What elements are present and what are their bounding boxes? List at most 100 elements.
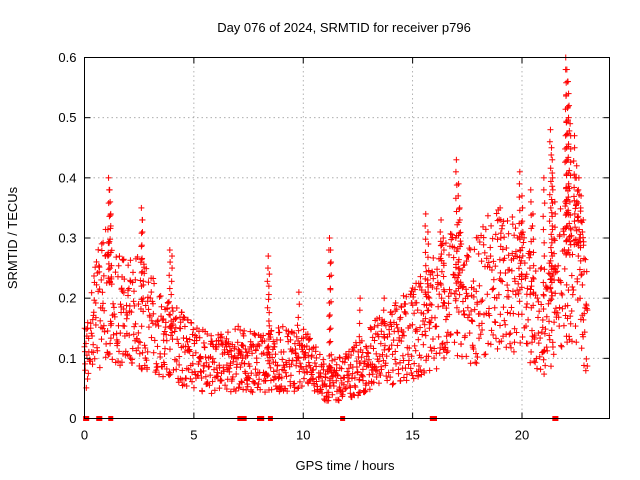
data-point [158, 303, 165, 310]
data-point [476, 282, 483, 289]
data-point [483, 255, 490, 262]
data-point [506, 266, 513, 273]
data-point [548, 296, 555, 303]
data-point [559, 291, 566, 298]
data-point [456, 243, 463, 250]
data-point [129, 345, 136, 352]
data-point [547, 276, 554, 283]
data-point [566, 220, 573, 227]
data-point [570, 157, 577, 164]
data-point [308, 371, 315, 378]
data-point [269, 354, 276, 361]
data-point [429, 269, 436, 276]
data-point [519, 231, 526, 238]
data-point [195, 328, 202, 335]
data-point [129, 279, 136, 286]
data-point [246, 348, 253, 355]
data-point [420, 341, 427, 348]
data-point [375, 380, 382, 387]
data-point-peak [456, 204, 463, 211]
data-point [516, 298, 523, 305]
data-point [507, 340, 514, 347]
data-point [478, 258, 485, 265]
data-point [573, 339, 580, 346]
data-point [312, 344, 319, 351]
data-point [349, 370, 356, 377]
data-point [189, 378, 196, 385]
data-point [306, 336, 313, 343]
data-point [410, 375, 417, 382]
data-point [106, 350, 113, 357]
data-point [503, 344, 510, 351]
data-point [519, 218, 526, 225]
data-point [206, 363, 213, 370]
data-point [356, 333, 363, 340]
data-point [457, 238, 464, 245]
data-point [390, 380, 397, 387]
data-point [570, 286, 577, 293]
data-point [243, 386, 250, 393]
data-point [535, 340, 542, 347]
data-point [333, 377, 340, 384]
data-point [434, 272, 441, 279]
data-point [377, 372, 384, 379]
data-point [130, 298, 137, 305]
data-point [456, 230, 463, 237]
data-point [296, 301, 303, 308]
data-point [148, 334, 155, 341]
data-point [422, 328, 429, 335]
data-point [246, 375, 253, 382]
data-point [325, 394, 332, 401]
data-point [137, 259, 144, 266]
data-point [135, 329, 142, 336]
data-point [260, 332, 267, 339]
data-point [172, 315, 179, 322]
data-point [566, 167, 573, 174]
data-point [130, 331, 137, 338]
data-point [327, 285, 334, 292]
data-point [233, 370, 240, 377]
data-point [295, 327, 302, 334]
data-point [300, 335, 307, 342]
data-point [166, 311, 173, 318]
data-point [110, 304, 117, 311]
data-point [569, 291, 576, 298]
data-point [510, 310, 517, 317]
data-point [515, 265, 522, 272]
data-point [97, 317, 104, 324]
data-point [547, 204, 554, 211]
x-tick-label: 10 [296, 428, 310, 443]
data-point [474, 354, 481, 361]
data-point [548, 231, 555, 238]
data-point [196, 334, 203, 341]
data-point-peak [438, 216, 445, 223]
data-point-peak [295, 289, 302, 296]
data-point [564, 302, 571, 309]
data-point-peak [549, 174, 556, 181]
data-point [393, 321, 400, 328]
data-point-peak [424, 228, 431, 235]
data-point [563, 250, 570, 257]
data-point [90, 349, 97, 356]
data-point [211, 387, 218, 394]
data-point [580, 362, 587, 369]
data-point [227, 362, 234, 369]
data-point [265, 357, 272, 364]
data-point [546, 138, 553, 145]
data-point [409, 321, 416, 328]
data-point [216, 364, 223, 371]
data-point [355, 389, 362, 396]
data-point [278, 374, 285, 381]
data-point [120, 289, 127, 296]
data-point [186, 336, 193, 343]
x-tick-label: 20 [515, 428, 529, 443]
data-point [331, 356, 338, 363]
data-point [580, 234, 587, 241]
data-point [549, 183, 556, 190]
data-point [128, 356, 135, 363]
data-point [276, 329, 283, 336]
data-point [451, 339, 458, 346]
data-point [336, 354, 343, 361]
data-point [580, 316, 587, 323]
data-point [266, 360, 273, 367]
